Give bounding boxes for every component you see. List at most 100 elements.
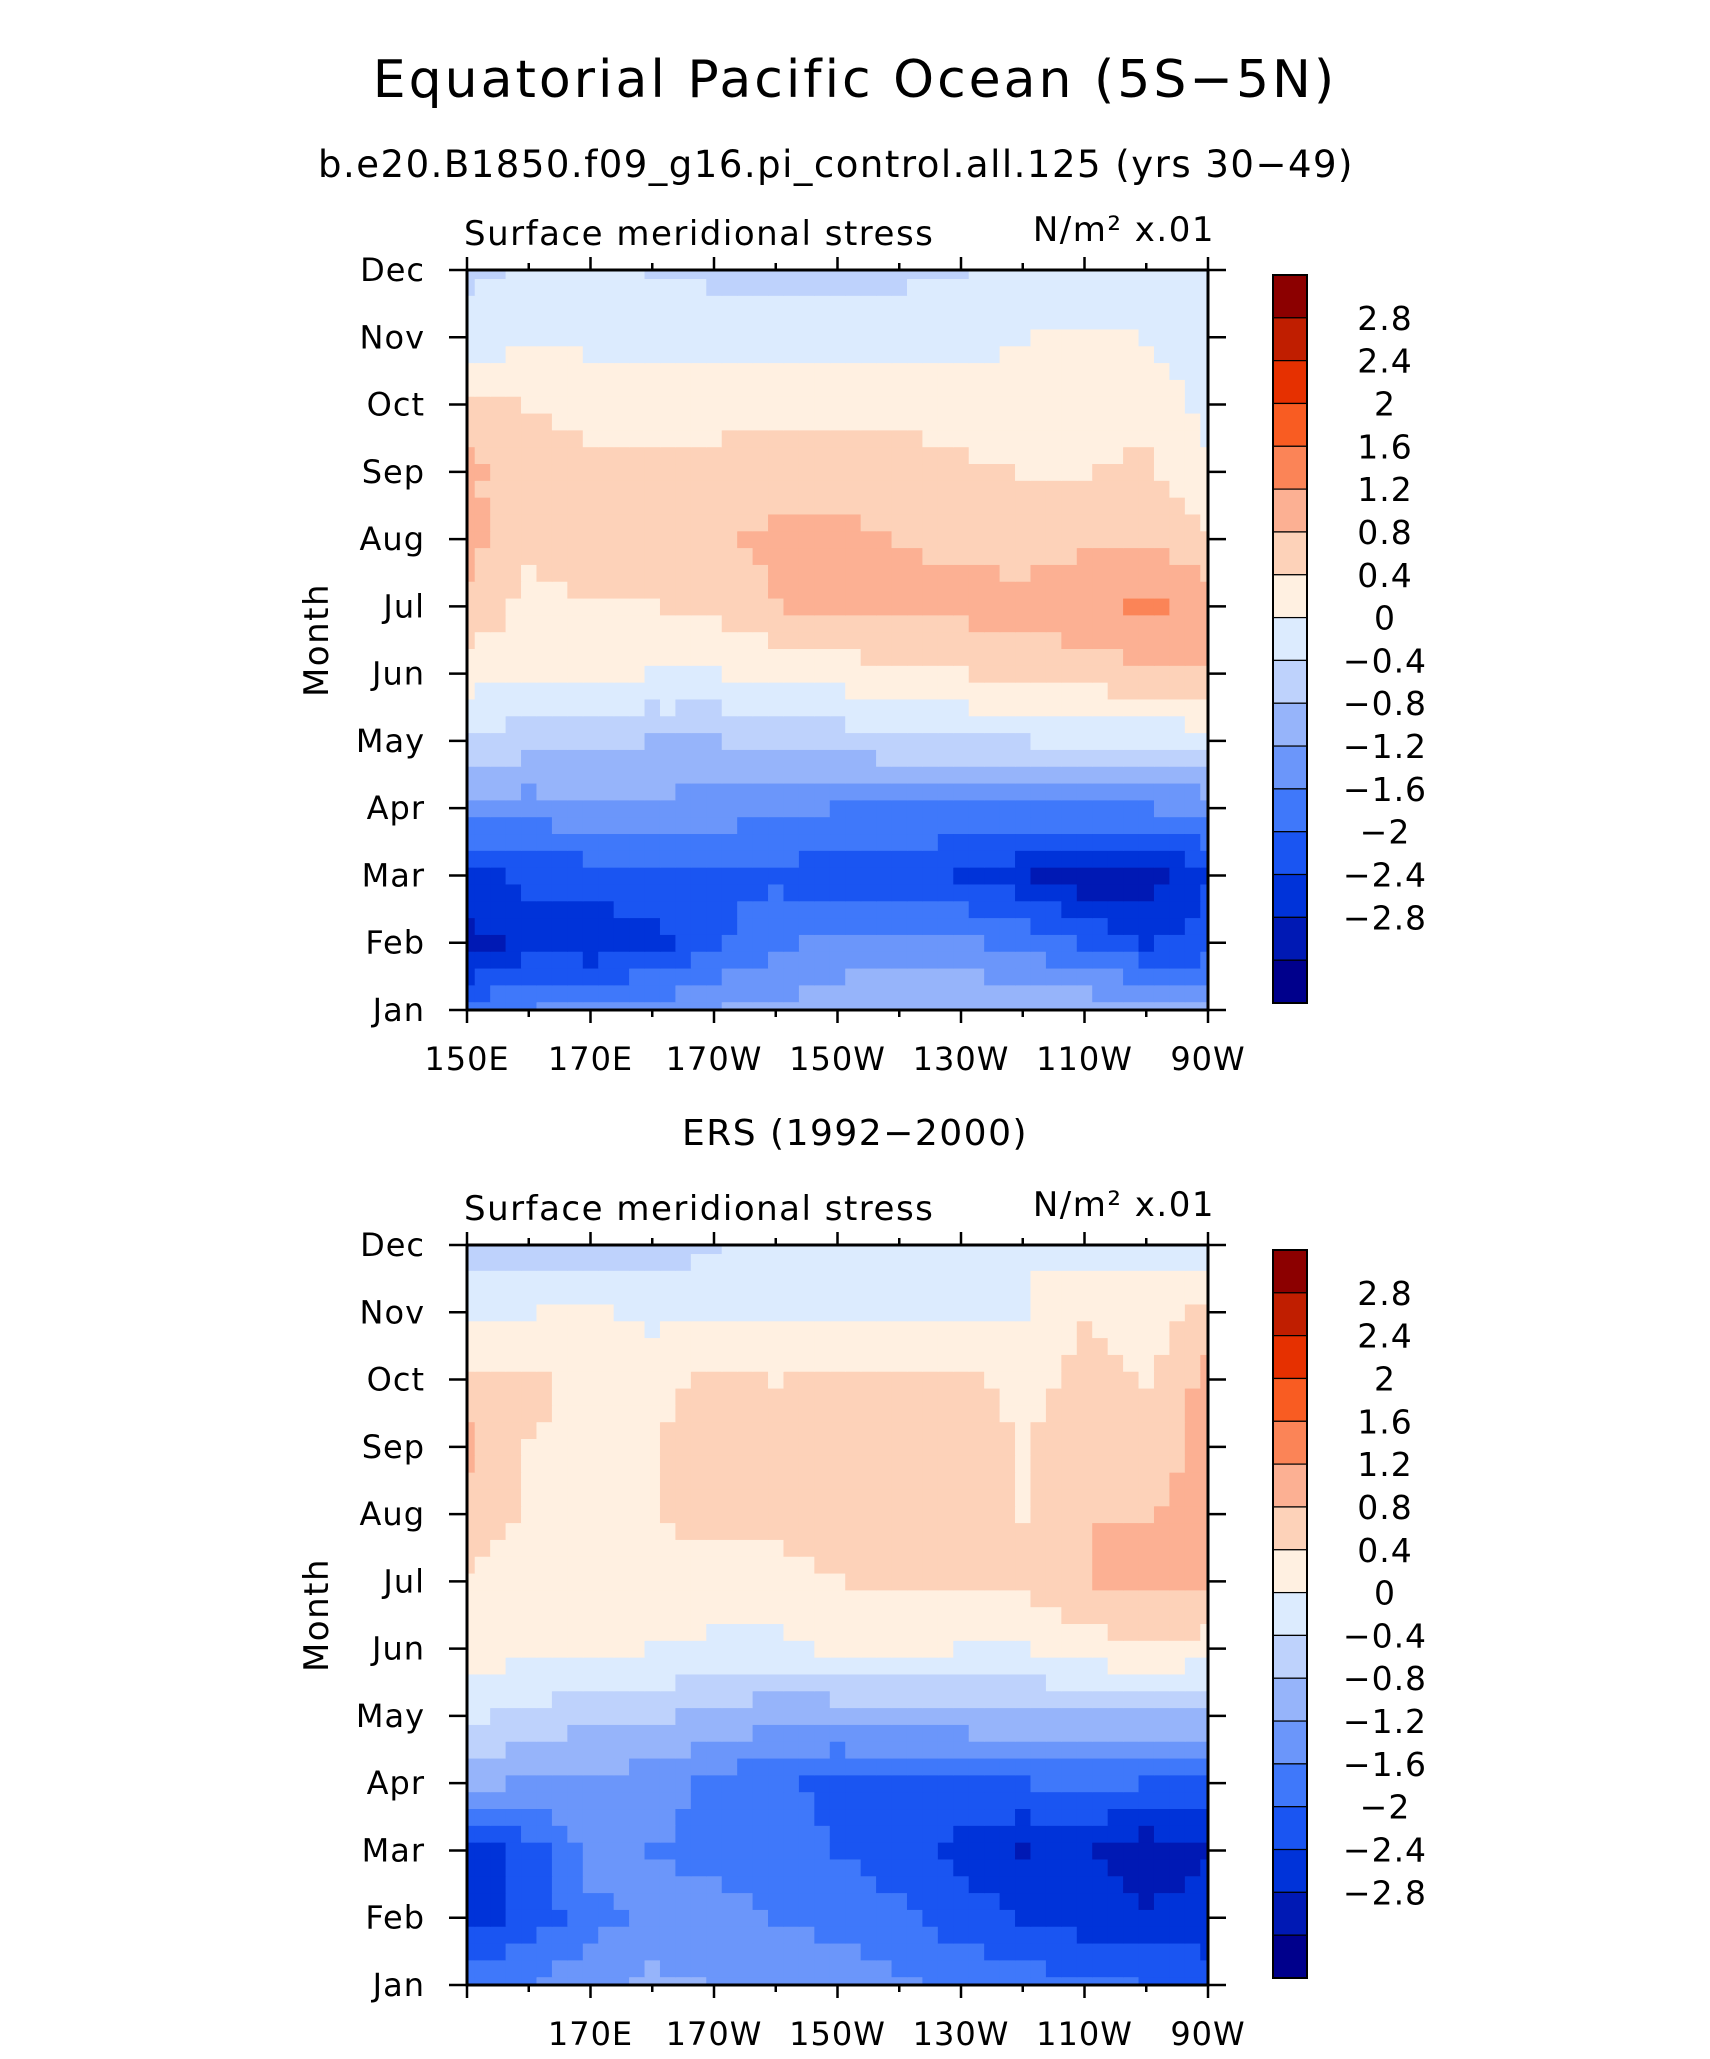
heatmap-cell: [1107, 1245, 1124, 1255]
heatmap-cell: [737, 1724, 754, 1742]
colorbar-label: −0.8: [1343, 1659, 1427, 1698]
heatmap-cell: [876, 295, 893, 313]
heatmap-cell: [474, 1976, 491, 1985]
heatmap-cell: [1153, 766, 1171, 784]
heatmap-cell: [906, 984, 924, 1003]
heatmap-cell: [551, 1253, 568, 1271]
heatmap-cell: [505, 1337, 522, 1355]
heatmap-cell: [644, 951, 661, 969]
heatmap-cell: [1123, 328, 1140, 347]
heatmap-cell: [675, 1657, 692, 1675]
heatmap-cell: [551, 698, 568, 717]
heatmap-cell: [613, 1757, 630, 1776]
heatmap-cell: [598, 1858, 615, 1877]
heatmap-cell: [1015, 1337, 1032, 1355]
heatmap-cell: [814, 867, 831, 885]
heatmap-cell: [1169, 698, 1186, 717]
heatmap-cell: [1061, 951, 1078, 969]
heatmap-cell: [613, 1404, 630, 1423]
heatmap-cell: [474, 1959, 491, 1978]
heatmap-cell: [567, 782, 584, 801]
heatmap-cell: [659, 1842, 677, 1860]
heatmap-cell: [953, 1303, 970, 1322]
heatmap-cell: [752, 1825, 769, 1843]
heatmap-cell: [798, 1245, 815, 1255]
heatmap-cell: [1092, 698, 1109, 717]
heatmap-cell: [1107, 631, 1124, 650]
heatmap-cell: [1030, 1253, 1047, 1271]
heatmap-cell: [1123, 682, 1140, 700]
heatmap-cell: [814, 1707, 831, 1725]
heatmap-cell: [906, 379, 924, 397]
heatmap-cell: [937, 1808, 954, 1826]
heatmap-cell: [783, 1724, 800, 1742]
heatmap-cell: [598, 1001, 615, 1010]
heatmap-cell: [1138, 1791, 1155, 1810]
heatmap-cell: [891, 900, 908, 919]
heatmap-cell: [876, 1673, 893, 1692]
heatmap-cell: [1092, 1959, 1109, 1978]
heatmap-cell: [582, 1287, 599, 1305]
heatmap-cell: [474, 463, 491, 481]
heatmap-cell: [953, 1892, 970, 1910]
heatmap-cell: [937, 665, 954, 683]
heatmap-cell: [521, 766, 538, 784]
heatmap-cell: [536, 1253, 553, 1271]
heatmap-cell: [1015, 530, 1032, 549]
heatmap-cell: [490, 1892, 507, 1910]
heatmap-cell: [814, 1976, 831, 1985]
heatmap-cell: [1092, 732, 1109, 750]
heatmap-cell: [1200, 1808, 1208, 1826]
heatmap-cell: [1076, 497, 1093, 515]
heatmap-cell: [1107, 446, 1124, 465]
heatmap-cell: [860, 1858, 877, 1877]
heatmap-cell: [752, 1640, 769, 1658]
heatmap-cell: [1123, 1539, 1140, 1557]
heatmap-cell: [659, 1942, 677, 1961]
heatmap-cell: [1061, 1875, 1078, 1894]
heatmap-cell: [1107, 1791, 1124, 1810]
heatmap-cell: [474, 984, 491, 1003]
heatmap-cell: [675, 1926, 692, 1944]
heatmap-cell: [953, 1455, 970, 1473]
heatmap-cell: [629, 1892, 646, 1910]
heatmap-cell: [922, 1707, 939, 1725]
heatmap-cell: [783, 816, 800, 835]
heatmap-cell: [968, 362, 985, 380]
heatmap-cell: [1184, 345, 1201, 364]
heatmap-cell: [860, 1556, 877, 1574]
heatmap-cell: [1107, 1539, 1124, 1557]
heatmap-cell: [768, 1926, 785, 1944]
heatmap-cell: [860, 547, 877, 565]
heatmap-cell: [567, 1589, 584, 1608]
heatmap-cell: [783, 1976, 800, 1985]
heatmap-cell: [629, 682, 646, 700]
heatmap-cell: [690, 1724, 707, 1742]
heatmap-cell: [814, 1455, 831, 1473]
heatmap-cell: [798, 1892, 815, 1910]
heatmap-cell: [891, 967, 908, 986]
heatmap-cell: [721, 328, 738, 347]
heatmap-cell: [1015, 1842, 1032, 1860]
heatmap-cell: [1076, 1976, 1093, 1985]
heatmap-cell: [598, 1354, 615, 1372]
heatmap-cell: [876, 648, 893, 666]
heatmap-cell: [829, 867, 846, 885]
heatmap-cell: [567, 799, 584, 818]
heatmap-cell: [690, 1589, 707, 1608]
heatmap-cell: [1045, 396, 1062, 414]
heatmap-cell: [490, 1001, 507, 1010]
heatmap-cell: [1015, 782, 1032, 801]
heatmap-cell: [798, 1707, 815, 1725]
heatmap-cell: [783, 278, 800, 296]
heatmap-cell: [906, 648, 924, 666]
heatmap-cell: [968, 278, 985, 296]
heatmap-cell: [582, 1438, 599, 1456]
heatmap-cell: [505, 480, 522, 498]
heatmap-cell: [1045, 1875, 1062, 1894]
heatmap-cell: [1123, 379, 1140, 397]
heatmap-cell: [845, 412, 862, 431]
heatmap-cell: [629, 1253, 646, 1271]
heatmap-cell: [551, 1875, 568, 1894]
heatmap-cell: [814, 1371, 831, 1389]
